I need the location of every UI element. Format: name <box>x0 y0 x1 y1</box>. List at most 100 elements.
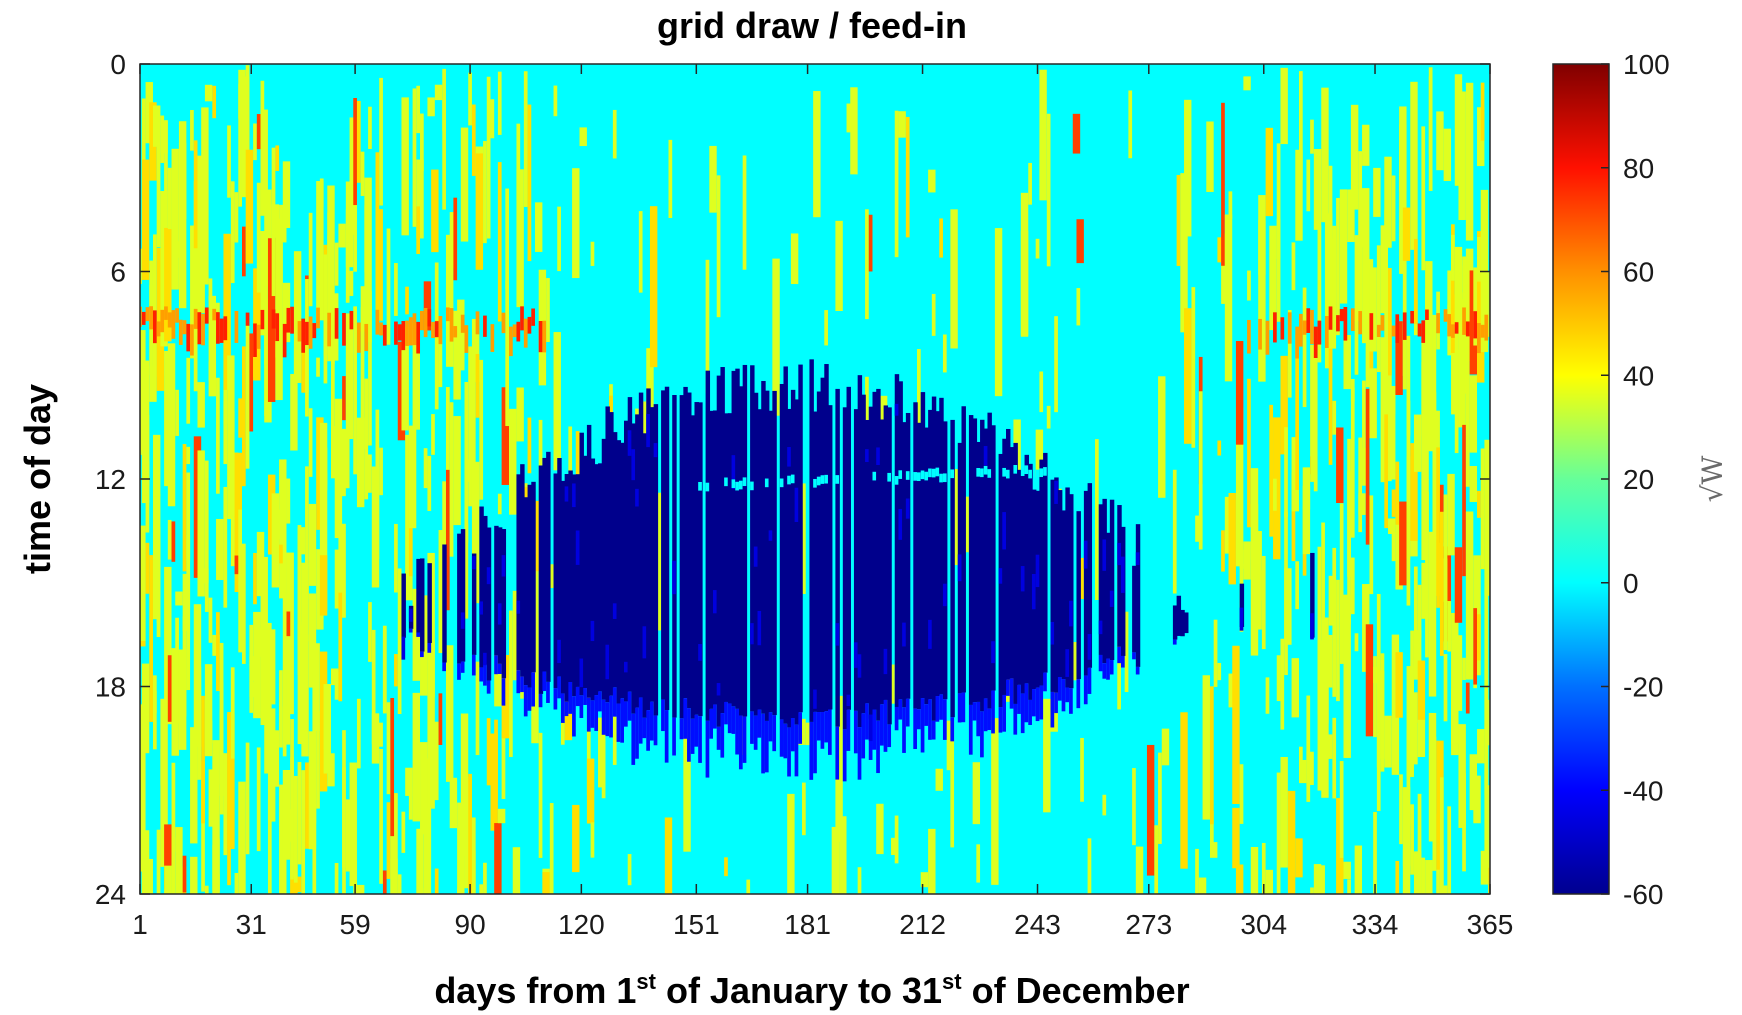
heatmap-cell <box>1362 124 1370 166</box>
heatmap-cell <box>1180 173 1188 333</box>
heatmap-cell <box>1480 448 1485 570</box>
heatmap-cell <box>212 85 217 119</box>
heatmap-cell <box>379 748 383 884</box>
heatmap-cell <box>983 465 988 475</box>
heatmap-cell <box>1451 612 1459 756</box>
heatmap-cell <box>349 762 357 886</box>
heatmap-cell <box>1477 231 1485 383</box>
heatmap-cell <box>1235 864 1244 894</box>
heatmap-cell <box>557 206 561 272</box>
heatmap-cell <box>379 447 383 496</box>
heatmap-cell <box>1432 479 1440 596</box>
heatmap-cell <box>164 865 172 894</box>
heatmap-cell <box>186 534 191 691</box>
x-tick-label: 304 <box>1240 909 1287 940</box>
heatmap-cell <box>208 295 217 381</box>
heatmap-cell <box>1295 838 1303 878</box>
colorbar-tick-label: 40 <box>1623 360 1654 391</box>
heatmap-cell <box>1417 323 1422 337</box>
heatmap-cell <box>501 730 506 799</box>
heatmap-cell <box>497 663 502 674</box>
heatmap-cell <box>364 378 369 500</box>
heatmap-cell <box>627 691 632 721</box>
heatmap-cell <box>1395 321 1403 395</box>
heatmap-cell <box>1462 773 1466 872</box>
heatmap-cell <box>1376 324 1381 337</box>
heatmap-cell <box>334 549 343 609</box>
heatmap-cell <box>887 472 892 482</box>
heatmap-cell <box>479 359 484 500</box>
heatmap-cell <box>331 334 335 479</box>
heatmap-cell <box>497 493 502 515</box>
heatmap-cell <box>1217 440 1222 456</box>
heatmap-cell <box>1276 143 1281 259</box>
heatmap-cell <box>423 758 432 894</box>
heatmap-cell <box>790 389 796 719</box>
heatmap-cell <box>1054 477 1059 693</box>
heatmap-cell <box>334 862 339 894</box>
heatmap-cell <box>141 830 150 894</box>
heatmap-cell <box>331 426 339 479</box>
heatmap-cell <box>835 475 840 484</box>
heatmap-cell <box>1462 893 1466 894</box>
heatmap-cell <box>512 590 521 681</box>
heatmap-cell <box>1395 860 1400 894</box>
heatmap-cell <box>319 555 328 616</box>
heatmap-cell <box>1098 504 1104 655</box>
heatmap-cell <box>1425 288 1429 372</box>
heatmap-cell <box>249 681 257 698</box>
heatmap-cell <box>368 106 372 150</box>
heatmap-cell <box>609 695 613 738</box>
heatmap-cell <box>657 492 662 631</box>
heatmap-cell <box>1198 877 1207 894</box>
heatmap-cell <box>460 127 469 242</box>
heatmap-cell <box>750 711 754 744</box>
heatmap-cell <box>942 421 948 700</box>
heatmap-cell <box>375 722 383 747</box>
heatmap-cell <box>397 324 402 341</box>
heatmap-cell <box>368 602 372 662</box>
heatmap-cell <box>216 312 220 344</box>
heatmap-cell <box>1013 703 1018 735</box>
heatmap-cell <box>894 403 899 416</box>
heatmap-cell <box>201 761 205 892</box>
heatmap-cell <box>301 634 309 757</box>
heatmap-cell <box>1069 494 1074 689</box>
x-axis-label: days from 1st of January to 31st of Dece… <box>434 969 1189 1011</box>
heatmap-cell <box>193 181 202 335</box>
heatmap-cell <box>865 376 869 447</box>
heatmap-cell <box>368 291 372 310</box>
heatmap-cell <box>1239 764 1244 824</box>
heatmap-cell <box>453 416 461 526</box>
heatmap-cell <box>572 168 580 279</box>
heatmap-cell <box>861 394 866 714</box>
heatmap-cell <box>516 600 521 614</box>
heatmap-cell <box>1035 238 1040 259</box>
heatmap-cell <box>1024 465 1029 475</box>
heatmap-cell <box>427 641 435 809</box>
heatmap-cell <box>271 147 276 297</box>
heatmap-cell <box>764 720 769 773</box>
heatmap-cell <box>379 77 383 206</box>
heatmap-cell <box>1350 387 1355 538</box>
heatmap-cell <box>1046 113 1051 267</box>
heatmap-cell <box>627 397 633 692</box>
heatmap-cell <box>509 326 513 357</box>
heatmap-cell <box>1291 472 1296 562</box>
heatmap-cell <box>171 837 176 894</box>
heatmap-cell <box>527 417 532 474</box>
heatmap-cell <box>1462 292 1466 386</box>
heatmap-cell <box>1269 404 1274 537</box>
heatmap-cell <box>1354 845 1363 894</box>
heatmap-cell <box>475 353 480 418</box>
heatmap-cell <box>442 98 446 210</box>
heatmap-cell <box>1087 838 1092 894</box>
heatmap-cell <box>809 359 814 722</box>
heatmap-cell <box>509 408 517 515</box>
heatmap-cell <box>1454 246 1463 332</box>
heatmap-cell <box>286 611 291 637</box>
heatmap-cell <box>1488 271 1490 337</box>
heatmap-cell <box>212 634 220 656</box>
heatmap-cell <box>1425 289 1433 452</box>
heatmap-cell <box>468 773 472 894</box>
